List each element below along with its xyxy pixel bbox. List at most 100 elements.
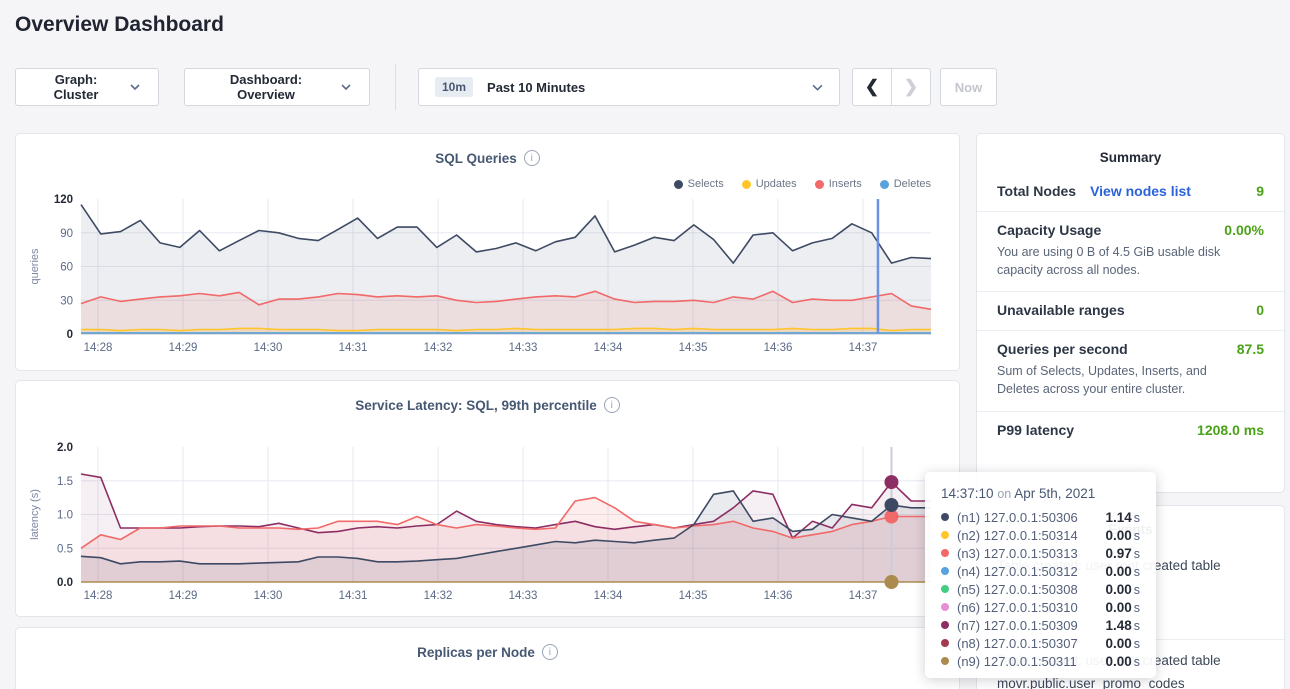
svg-text:14:31: 14:31 — [339, 342, 368, 354]
legend-item-deletes[interactable]: Deletes — [879, 178, 931, 190]
legend-label: Selects — [687, 178, 724, 190]
tooltip-row: (n2) 127.0.0.1:50314 0.00 s — [941, 526, 1140, 544]
svg-text:14:32: 14:32 — [424, 342, 453, 354]
svg-text:1.0: 1.0 — [57, 510, 73, 522]
series-dot-icon — [941, 531, 949, 539]
svg-text:14:37: 14:37 — [849, 342, 878, 354]
total-nodes-label: Total Nodes — [997, 183, 1077, 199]
summary-row-p99: P99 latency 1208.0 ms — [977, 410, 1284, 450]
svg-text:0.5: 0.5 — [57, 543, 73, 555]
tooltip-node-value: 0.00 s — [1105, 563, 1140, 579]
qps-label: Queries per second — [997, 341, 1128, 358]
replicas-per-node-panel: Replicas per Node i — [15, 627, 960, 689]
legend-item-selects[interactable]: Selects — [673, 178, 724, 190]
chart-title: SQL Queries — [435, 150, 517, 166]
sql-queries-chart[interactable]: 14:28 14:29 14:30 14:31 14:32 14:33 14:34 14:35… — [16, 134, 959, 370]
tooltip-row: (n8) 127.0.0.1:50307 0.00 s — [941, 634, 1140, 652]
tooltip-node-label: (n1) 127.0.0.1:50306 — [957, 509, 1078, 525]
service-latency-chart[interactable]: 14:28 14:29 14:30 14:31 14:32 14:33 14:34 14:35… — [16, 381, 959, 616]
svg-text:14:30: 14:30 — [254, 590, 283, 602]
tooltip-node-value: 0.97 s — [1105, 545, 1140, 561]
summary-row-unavailable: Unavailable ranges 0 — [977, 291, 1284, 330]
dashboard-selector-dropdown[interactable]: Dashboard: Overview — [184, 68, 370, 106]
svg-text:14:36: 14:36 — [764, 590, 793, 602]
chart-title: Service Latency: SQL, 99th percentile — [355, 397, 597, 413]
qps-value: 87.5 — [1236, 341, 1264, 358]
time-range-label: Past 10 Minutes — [487, 79, 586, 95]
tooltip-row: (n1) 127.0.0.1:50306 1.14 s — [941, 508, 1140, 526]
view-nodes-list-link[interactable]: View nodes list — [1090, 183, 1191, 199]
unavailable-ranges-label: Unavailable ranges — [997, 302, 1125, 319]
legend-dot-icon — [741, 179, 751, 189]
svg-text:14:29: 14:29 — [169, 342, 198, 354]
svg-text:14:37: 14:37 — [849, 590, 878, 602]
summary-row-qps: Queries per second 87.5 Sum of Selects, … — [977, 330, 1284, 410]
svg-text:14:31: 14:31 — [339, 590, 368, 602]
chevron-down-icon — [812, 84, 823, 91]
svg-text:14:33: 14:33 — [509, 342, 538, 354]
tooltip-node-value: 1.48 s — [1105, 617, 1140, 633]
tooltip-node-label: (n9) 127.0.0.1:50311 — [957, 653, 1077, 669]
svg-text:90: 90 — [60, 228, 73, 240]
time-next-button[interactable]: ❯ — [891, 68, 931, 106]
series-dot-icon — [941, 621, 949, 629]
tooltip-row: (n6) 127.0.0.1:50310 0.00 s — [941, 598, 1140, 616]
capacity-desc: You are using 0 B of 4.5 GiB usable disk… — [997, 245, 1221, 278]
svg-text:14:35: 14:35 — [679, 342, 708, 354]
svg-text:14:29: 14:29 — [169, 590, 198, 602]
capacity-label: Capacity Usage — [997, 222, 1102, 238]
tooltip-row: (n4) 127.0.0.1:50312 0.00 s — [941, 562, 1140, 580]
legend-label: Inserts — [828, 178, 862, 190]
series-dot-icon — [941, 639, 949, 647]
tooltip-row: (n7) 127.0.0.1:50309 1.48 s — [941, 616, 1140, 634]
capacity-value: 0.00% — [1224, 222, 1264, 238]
graph-selector-dropdown[interactable]: Graph: Cluster — [15, 68, 159, 106]
tooltip-node-label: (n5) 127.0.0.1:50308 — [957, 581, 1078, 597]
legend-item-updates[interactable]: Updates — [741, 178, 797, 190]
dashboard-selector-label: Dashboard: Overview — [229, 72, 303, 102]
tooltip-node-value: 1.14 s — [1105, 509, 1140, 525]
tooltip-node-label: (n7) 127.0.0.1:50309 — [957, 617, 1078, 633]
legend-label: Deletes — [893, 178, 931, 190]
info-icon[interactable]: i — [523, 150, 540, 166]
legend-dot-icon — [673, 179, 683, 189]
legend-dot-icon — [879, 179, 889, 189]
time-now-button[interactable]: Now — [940, 68, 997, 106]
info-icon[interactable]: i — [603, 397, 620, 413]
sql-queries-panel: SQL Queries i Selects Updates Inserts De… — [15, 133, 960, 371]
svg-text:latency (s): latency (s) — [29, 489, 41, 540]
svg-text:14:34: 14:34 — [594, 590, 623, 602]
chart-title: Replicas per Node — [417, 644, 535, 660]
legend-label: Updates — [755, 178, 797, 190]
tooltip-node-label: (n3) 127.0.0.1:50313 — [957, 545, 1078, 561]
p99-latency-value: 1208.0 ms — [1197, 421, 1264, 438]
svg-text:0: 0 — [67, 329, 73, 341]
tooltip-node-label: (n6) 127.0.0.1:50310 — [957, 599, 1078, 615]
unavailable-ranges-value: 0 — [1256, 302, 1264, 319]
svg-text:30: 30 — [60, 295, 73, 307]
service-latency-panel: Service Latency: SQL, 99th percentile i … — [15, 380, 960, 617]
series-dot-icon — [941, 513, 949, 521]
svg-text:60: 60 — [60, 262, 73, 274]
tooltip-timestamp: 14:37:10 on Apr 5th, 2021 — [941, 486, 1096, 501]
tooltip-node-label: (n8) 127.0.0.1:50307 — [957, 635, 1078, 651]
tooltip-row: (n5) 127.0.0.1:50308 0.00 s — [941, 580, 1140, 598]
graph-selector-label: Graph: Cluster — [53, 72, 99, 102]
svg-text:14:33: 14:33 — [509, 590, 538, 602]
svg-text:queries: queries — [29, 248, 41, 285]
summary-heading: Summary — [1099, 150, 1162, 165]
chevron-down-icon — [341, 84, 351, 90]
legend-item-inserts[interactable]: Inserts — [814, 178, 862, 190]
tooltip-node-value: 0.00 s — [1105, 653, 1140, 669]
series-dot-icon — [941, 549, 949, 557]
event-text: movr.public.user_promo_codes — [997, 675, 1185, 689]
series-dot-icon — [941, 603, 949, 611]
time-range-dropdown[interactable]: 10m Past 10 Minutes — [418, 68, 840, 106]
time-prev-button[interactable]: ❮ — [852, 68, 892, 106]
svg-text:0.0: 0.0 — [57, 577, 73, 589]
tooltip-node-value: 0.00 s — [1105, 599, 1140, 615]
qps-desc: Sum of Selects, Updates, Inserts, and De… — [997, 364, 1207, 397]
series-dot-icon — [941, 567, 949, 575]
info-icon[interactable]: i — [541, 644, 558, 660]
svg-text:14:28: 14:28 — [84, 590, 113, 602]
